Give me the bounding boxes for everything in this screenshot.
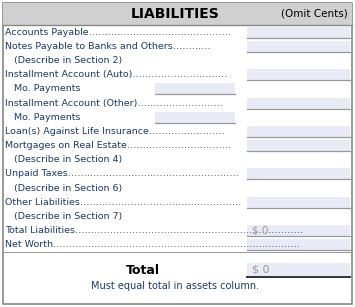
FancyBboxPatch shape: [155, 83, 235, 94]
FancyBboxPatch shape: [247, 98, 350, 109]
Text: Installment Account (Auto)…………………………: Installment Account (Auto)…………………………: [5, 70, 227, 79]
Text: $ 0: $ 0: [252, 226, 268, 236]
FancyBboxPatch shape: [247, 27, 350, 37]
Text: Other Liabilities……………………………………………: Other Liabilities……………………………………………: [5, 198, 241, 207]
Text: LIABILITIES: LIABILITIES: [131, 7, 219, 21]
FancyBboxPatch shape: [3, 3, 352, 304]
FancyBboxPatch shape: [247, 69, 350, 80]
FancyBboxPatch shape: [247, 140, 350, 151]
Text: Mo. Payments: Mo. Payments: [14, 113, 81, 122]
FancyBboxPatch shape: [247, 41, 350, 52]
Text: Mo. Payments: Mo. Payments: [14, 84, 81, 93]
Text: Accounts Payable………………………………………: Accounts Payable………………………………………: [5, 28, 231, 37]
Text: (Describe in Section 6): (Describe in Section 6): [14, 184, 122, 193]
Text: Total: Total: [126, 263, 160, 277]
Text: Mortgages on Real Estate……………………………: Mortgages on Real Estate……………………………: [5, 141, 231, 150]
Text: Net Worth……………………………………………………………………: Net Worth……………………………………………………………………: [5, 240, 300, 249]
Text: $ 0: $ 0: [252, 265, 269, 275]
Text: Installment Account (Other)………………………: Installment Account (Other)………………………: [5, 99, 223, 107]
FancyBboxPatch shape: [247, 225, 350, 236]
Text: Must equal total in assets column.: Must equal total in assets column.: [91, 281, 259, 291]
Text: Unpaid Taxes………………………………………………: Unpaid Taxes………………………………………………: [5, 169, 239, 178]
FancyBboxPatch shape: [247, 263, 350, 277]
FancyBboxPatch shape: [247, 126, 350, 137]
Text: Loan(s) Against Life Insurance……………………: Loan(s) Against Life Insurance……………………: [5, 127, 225, 136]
FancyBboxPatch shape: [155, 112, 235, 123]
Text: (Describe in Section 2): (Describe in Section 2): [14, 56, 122, 65]
Text: (Describe in Section 4): (Describe in Section 4): [14, 155, 122, 164]
Text: (Describe in Section 7): (Describe in Section 7): [14, 212, 122, 221]
Text: Total Liabilities………………………………………………………………: Total Liabilities………………………………………………………………: [5, 226, 303, 235]
FancyBboxPatch shape: [247, 239, 350, 251]
Text: Notes Payable to Banks and Others…………: Notes Payable to Banks and Others…………: [5, 42, 211, 51]
FancyBboxPatch shape: [247, 169, 350, 180]
FancyBboxPatch shape: [247, 197, 350, 208]
Text: (Omit Cents): (Omit Cents): [281, 9, 348, 19]
FancyBboxPatch shape: [3, 3, 352, 25]
